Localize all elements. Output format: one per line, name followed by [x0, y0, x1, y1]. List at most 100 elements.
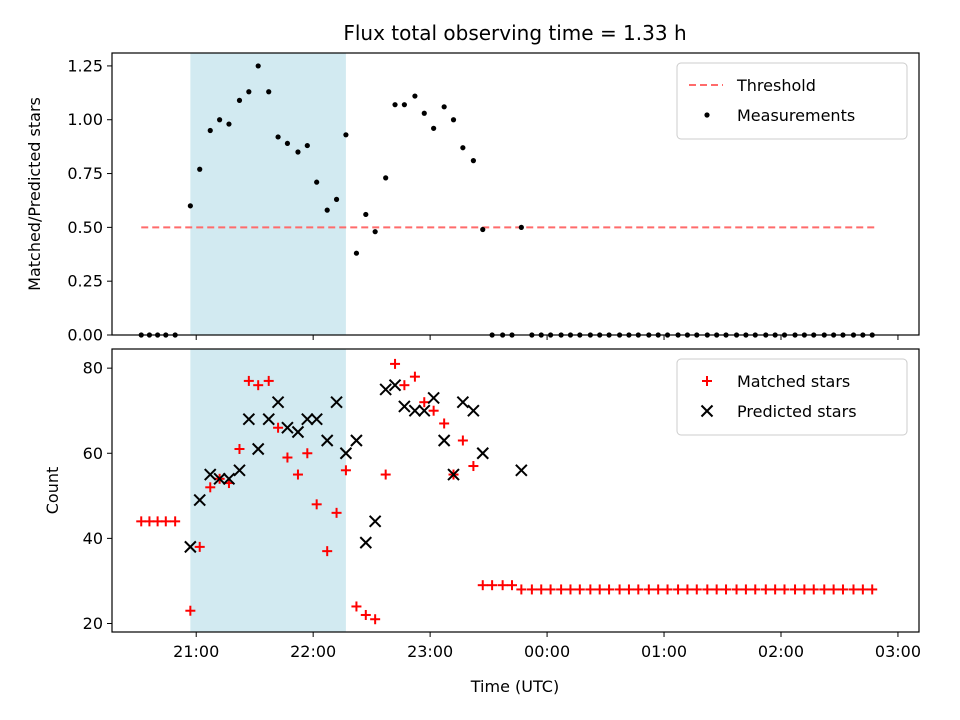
matched-stars-point [526, 584, 537, 595]
matched-stars-point [360, 609, 371, 620]
predicted-stars-point [330, 395, 343, 409]
matched-stars-point [574, 584, 585, 595]
predicted-stars-point-b [222, 472, 236, 486]
matched-stars-point [185, 605, 196, 616]
predicted-stars-legend-swatch-b [700, 404, 714, 418]
predicted-stars-point [204, 468, 217, 481]
predicted-stars-point-b [408, 404, 422, 417]
matched-stars-point [604, 584, 615, 595]
matched-stars-point [263, 375, 274, 386]
predicted-stars-point [427, 391, 440, 405]
matched-stars-point [170, 516, 181, 527]
predicted-stars-point [467, 404, 480, 417]
bottom-axes-frame [111, 348, 920, 633]
matched-stars-point [253, 380, 264, 391]
measurements-point [333, 196, 340, 202]
predicted-stars-point [437, 434, 451, 447]
predicted-stars-point-b [350, 434, 363, 447]
matched-stars-point [721, 584, 732, 595]
predicted-stars-point-b [398, 400, 411, 413]
predicted-stars-point [184, 540, 197, 554]
bottom-axes: 20 40 60 80 21:00 22:00 23:00 00:00 01:00 02:00 03… [43, 348, 921, 696]
matched-stars-point [760, 584, 771, 595]
matched-stars-point [506, 580, 517, 591]
y-tick-label: 20 [83, 614, 103, 633]
matched-stars-point [322, 546, 333, 557]
matched-stars-point [702, 584, 713, 595]
predicted-stars-point [476, 447, 489, 460]
predicted-stars-point-b [388, 378, 402, 392]
matched-stars-point [594, 584, 605, 595]
matched-stars-series [136, 358, 878, 625]
measurements-point [353, 250, 360, 256]
predicted-stars-legend-label: Predicted stars [737, 402, 857, 421]
measurements-point [372, 229, 378, 235]
measurements-point [246, 89, 252, 95]
predicted-stars-point-b [184, 540, 197, 554]
legend-box [676, 358, 908, 436]
matched-stars-point [808, 584, 819, 595]
y-tick-label: 0.25 [67, 272, 103, 291]
top-axes: 0.00 0.25 0.50 0.75 1.00 1.25 Matched/Predict… [25, 52, 920, 345]
predicted-stars-point [408, 404, 422, 417]
measurements-point [197, 166, 203, 172]
measurements-point [255, 63, 261, 69]
predicted-stars-point-b [193, 493, 206, 507]
matched-stars-point [828, 584, 839, 595]
predicted-stars-point [368, 515, 382, 528]
predicted-stars-point [291, 425, 305, 439]
matched-stars-point [673, 584, 684, 595]
matched-stars-point [565, 584, 576, 595]
measurements-point [275, 134, 281, 140]
predicted-stars-point-b [271, 395, 285, 409]
predicted-stars-point-b [476, 447, 489, 460]
predicted-stars-point-b [437, 434, 451, 447]
predicted-stars-point-b [281, 421, 294, 434]
bottom-legend: Matched stars Predicted stars [676, 358, 908, 436]
matched-stars-point [370, 614, 381, 625]
predicted-stars-point-b [251, 442, 265, 456]
x-tick-label: 22:00 [290, 642, 336, 661]
bottom-ticks: 20 40 60 80 21:00 22:00 23:00 00:00 01:00 02:00 03… [83, 359, 921, 661]
x-tick-label: 03:00 [875, 642, 921, 661]
predicted-stars-point [456, 395, 470, 409]
predicted-stars-legend-swatch [700, 404, 714, 418]
legend-box [676, 62, 908, 140]
matched-stars-point [399, 380, 410, 391]
matched-stars-point [867, 584, 878, 595]
matched-stars-point [468, 461, 479, 472]
x-tick-label: 21:00 [173, 642, 219, 661]
measurements-point [412, 93, 418, 99]
measurements-point [324, 207, 330, 213]
measurements-point [470, 158, 476, 164]
measurements-point [460, 145, 466, 151]
predicted-stars-point-b [301, 413, 314, 426]
y-tick-label: 1.00 [67, 110, 103, 129]
matched-stars-point [750, 584, 761, 595]
predicted-stars-point-b [204, 468, 217, 481]
measurements-point [295, 149, 301, 155]
predicted-stars-point [388, 378, 402, 392]
y-tick-label: 0.50 [67, 218, 103, 237]
top-y-axis-label: Matched/Predicted stars [25, 97, 44, 291]
matched-stars-legend-label: Matched stars [737, 372, 850, 391]
matched-stars-point [292, 469, 303, 480]
x-tick-label: 23:00 [407, 642, 453, 661]
observing-window-shade [190, 349, 346, 632]
x-tick-label: 00:00 [524, 642, 570, 661]
matched-stars-point [556, 584, 567, 595]
matched-stars-point [243, 375, 254, 386]
matched-stars-point [711, 584, 722, 595]
matched-stars-point [302, 448, 313, 459]
predicted-stars-point-b [368, 515, 382, 528]
predicted-stars-point-b [467, 404, 480, 417]
predicted-stars-point-b [233, 464, 246, 477]
x-axis-label: Time (UTC) [470, 677, 559, 696]
matched-stars-point [633, 584, 644, 595]
matched-stars-point [731, 584, 742, 595]
measurements-point [421, 110, 427, 116]
matched-stars-point [837, 584, 848, 595]
matched-stars-point [477, 580, 488, 591]
matched-stars-point [273, 422, 284, 433]
